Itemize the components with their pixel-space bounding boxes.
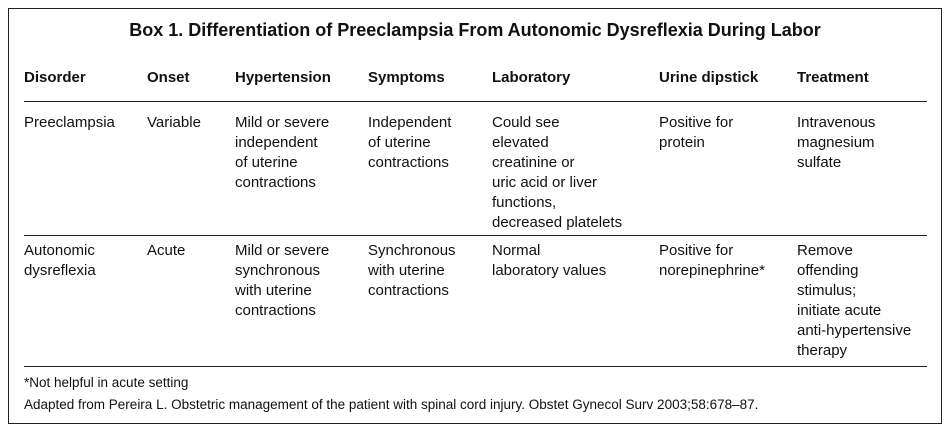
cell-line: sulfate <box>797 154 842 171</box>
cell-line: offending <box>797 262 859 279</box>
cell-line: elevated <box>492 134 549 151</box>
cell-line: protein <box>659 134 705 151</box>
cell-line: contractions <box>235 302 316 319</box>
cell-line: creatinine or <box>492 154 575 171</box>
title: Box 1. Differentiation of Preeclampsia F… <box>129 20 821 40</box>
footnote: *Not helpful in acute setting <box>24 375 189 390</box>
cell-line: Could see <box>492 114 560 131</box>
cell-line: Autonomic <box>24 242 95 259</box>
cell-line: Mild or severe <box>235 242 330 259</box>
cell-line: uric acid or liver <box>492 174 598 191</box>
cell-line: Positive for <box>659 242 734 259</box>
column-header: Laboratory <box>492 69 571 86</box>
column-header: Treatment <box>797 69 869 86</box>
column-header: Urine dipstick <box>659 69 759 86</box>
cell-line: independent <box>235 134 318 151</box>
cell-line: Independent <box>368 114 452 131</box>
rule <box>24 101 927 102</box>
cell-line: synchronous <box>235 262 321 279</box>
rule <box>24 235 927 236</box>
cell-line: Variable <box>147 114 201 131</box>
column-header: Hypertension <box>235 69 331 86</box>
column-header: Onset <box>147 69 190 86</box>
cell-line: of uterine <box>368 134 431 151</box>
cell-line: Synchronous <box>368 242 456 259</box>
footnote: Adapted from Pereira L. Obstetric manage… <box>24 397 759 412</box>
cell-line: initiate acute <box>797 302 882 319</box>
column-header: Disorder <box>24 69 86 86</box>
cell-line: therapy <box>797 342 848 359</box>
rule <box>24 366 927 367</box>
cell-line: magnesium <box>797 134 875 151</box>
cell-line: stimulus; <box>797 282 857 299</box>
cell-line: with uterine <box>368 262 445 279</box>
cell-line: functions, <box>492 194 557 211</box>
cell-line: norepinephrine* <box>659 262 765 279</box>
cell-line: Intravenous <box>797 114 876 131</box>
cell-line: laboratory values <box>492 262 607 279</box>
column-header: Symptoms <box>368 69 445 86</box>
cell-line: anti-hypertensive <box>797 322 912 339</box>
cell-line: Preeclampsia <box>24 114 115 131</box>
cell-line: Normal <box>492 242 541 259</box>
cell-line: with uterine <box>235 282 312 299</box>
cell-line: Acute <box>147 242 186 259</box>
cell-line: dysreflexia <box>24 262 96 279</box>
cell-line: contractions <box>368 282 449 299</box>
cell-line: of uterine <box>235 154 298 171</box>
cell-line: decreased platelets <box>492 214 623 231</box>
cell-line: Positive for <box>659 114 734 131</box>
cell-line: contractions <box>235 174 316 191</box>
cell-line: contractions <box>368 154 449 171</box>
box-border <box>8 8 942 424</box>
cell-line: Remove <box>797 242 853 259</box>
cell-line: Mild or severe <box>235 114 330 131</box>
